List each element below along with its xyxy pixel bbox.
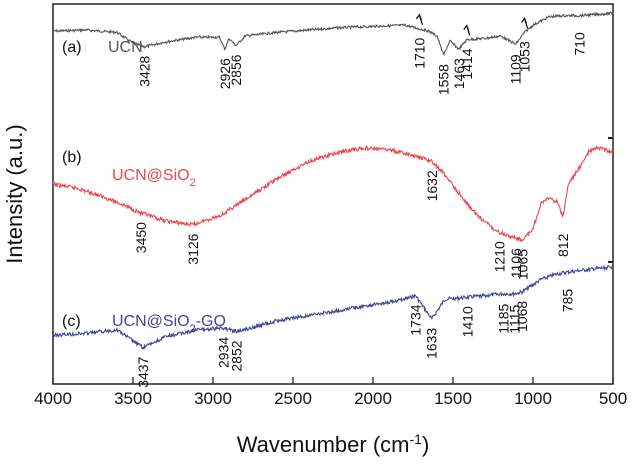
peak-label: 3126	[185, 233, 201, 264]
x-tick-label: 2000	[354, 389, 392, 408]
series-line	[52, 11, 614, 57]
x-tick-label: 1500	[434, 389, 472, 408]
peak-arrow	[415, 13, 424, 25]
peak-label: 3450	[133, 222, 149, 253]
x-tick-label: 4000	[34, 389, 72, 408]
x-tick-label: 1000	[514, 389, 552, 408]
series-tag: (a)	[62, 39, 82, 56]
peak-label: 2856	[228, 54, 244, 85]
x-tick-label: 500	[599, 389, 627, 408]
series-labels: (a) UCN (b) UCN@SiO2 (c) UCN@SiO2-GO	[62, 39, 226, 335]
peak-arrow	[521, 17, 529, 29]
x-tick-label: 2500	[274, 389, 312, 408]
peak-label: 1106	[508, 248, 524, 278]
x-tick-label: 3500	[114, 389, 152, 408]
peak-label: 785	[559, 289, 575, 313]
series-name: UCN@SiO2-GO	[112, 313, 226, 335]
peak-label: 1710	[411, 37, 427, 68]
peak-label: 1632	[424, 170, 440, 201]
series-tag: (b)	[62, 149, 82, 166]
peak-label: 1185	[495, 303, 511, 333]
peak-label: 1463	[451, 58, 467, 89]
peak-label: 1115	[507, 305, 523, 334]
x-axis: 4000 3500 3000 2500 2000 1500 1000 500	[34, 137, 627, 408]
peak-label: 1633	[424, 328, 440, 359]
peak-label: 1210	[491, 241, 507, 272]
peak-label: 1065	[515, 249, 531, 280]
x-axis-title-sup: -1	[410, 431, 423, 447]
peak-arrow	[463, 24, 471, 36]
peak-label: 812	[555, 233, 571, 257]
peak-label: 2852	[229, 340, 245, 371]
peak-label: 1410	[459, 306, 475, 337]
peak-label: 3437	[135, 356, 151, 387]
peak-label: 3428	[137, 55, 153, 86]
peak-label: 2926	[217, 58, 233, 89]
peak-label: 1109	[508, 54, 524, 84]
x-axis-title-main: Wavenumber (cm	[237, 432, 410, 457]
series-name: UCN@SiO2	[112, 167, 196, 189]
peak-label: 1414	[459, 48, 475, 79]
series-line	[52, 264, 614, 351]
x-axis-title-close: )	[422, 432, 429, 457]
x-axis-title: Wavenumber (cm-1)	[237, 431, 430, 457]
peak-label: 1068	[514, 301, 530, 332]
peak-label: 710	[571, 32, 587, 56]
series-tag: (c)	[62, 313, 81, 330]
plot-frame	[52, 3, 614, 385]
peak-label: 1734	[408, 304, 424, 335]
y-axis-title: Intensity (a.u.)	[2, 124, 27, 263]
peak-label: 1558	[436, 64, 452, 95]
peak-label: 1053	[517, 41, 533, 72]
x-tick-label: 3000	[194, 389, 232, 408]
series-line	[52, 144, 614, 243]
series-name: UCN	[108, 39, 143, 56]
peak-label: 2934	[216, 337, 232, 368]
spectra	[52, 11, 614, 351]
